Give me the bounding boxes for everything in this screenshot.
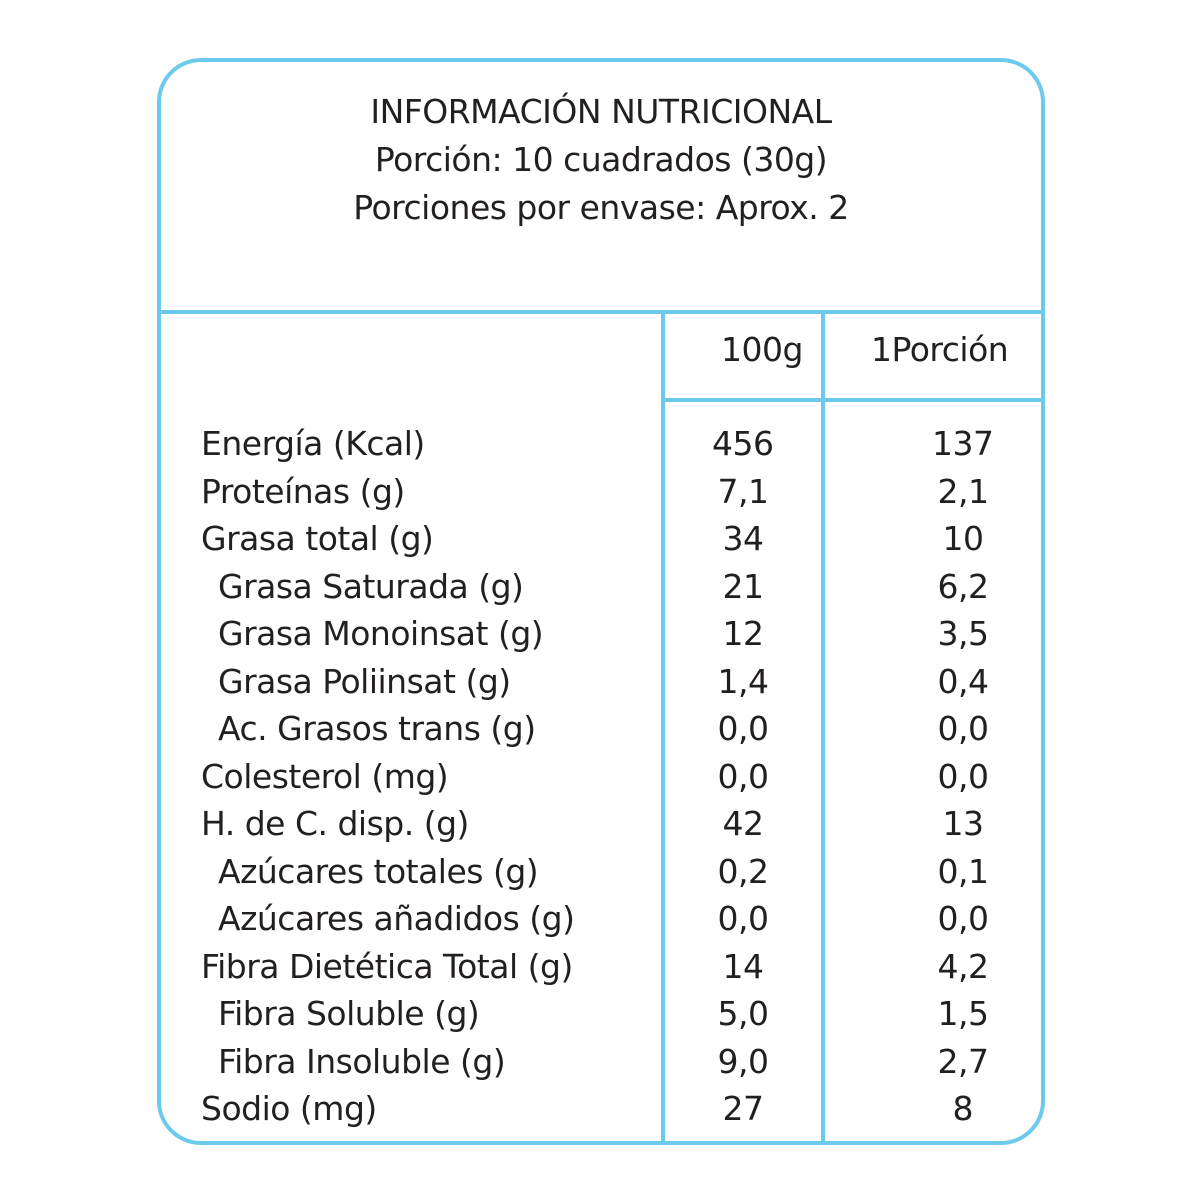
value-portion: 2,1 [937,471,989,511]
nutrient-label: Grasa Poliinsat (g) [218,661,511,701]
header-divider [161,310,1041,314]
value-portion: 13 [942,804,985,843]
value-100g: 5,0 [717,994,769,1033]
value-portion: 0,0 [937,756,989,796]
nutrient-label: H. de C. disp. (g) [201,804,469,843]
value-portion: 4,2 [937,946,989,986]
nutrition-title: INFORMACIÓN NUTRICIONAL [370,92,832,131]
nutrient-label: Fibra Insoluble (g) [218,1041,506,1081]
value-portion: 10 [942,519,985,558]
value-100g: 14 [722,946,765,986]
value-100g: 1,4 [717,661,769,701]
column-header-divider [661,398,1041,402]
column-header-100g: 100g [721,330,803,369]
value-portion: 0,0 [937,899,989,938]
value-100g: 0,0 [717,899,769,938]
nutrient-label: Proteínas (g) [201,471,405,511]
nutrient-label: Ac. Grasos trans (g) [218,709,536,748]
value-100g: 9,0 [717,1041,769,1081]
value-100g: 42 [722,804,765,843]
value-100g: 0,0 [717,709,769,748]
value-portion: 8 [952,1089,974,1128]
value-100g: 456 [712,424,774,463]
value-portion: 0,4 [937,661,989,701]
nutrition-facts-panel: INFORMACIÓN NUTRICIONAL Porción: 10 cuad… [157,58,1045,1145]
nutrient-label: Azúcares totales (g) [218,851,539,891]
column-divider-left [661,314,665,1141]
value-100g: 0,0 [717,756,769,796]
value-portion: 0,1 [937,851,989,891]
value-portion: 0,0 [937,709,989,748]
nutrient-label: Sodio (mg) [201,1089,377,1128]
value-100g: 27 [722,1089,765,1128]
servings-per-container: Porciones por envase: Aprox. 2 [353,188,849,227]
value-100g: 12 [722,614,765,653]
value-portion: 2,7 [937,1041,989,1081]
nutrient-label: Energía (Kcal) [201,424,425,463]
value-100g: 0,2 [717,851,769,891]
column-divider-right [821,314,825,1141]
nutrient-label: Azúcares añadidos (g) [218,899,575,938]
serving-size: Porción: 10 cuadrados (30g) [374,140,828,179]
nutrient-label: Grasa total (g) [201,519,434,558]
column-header-portion: 1Porción [871,330,1009,369]
value-100g: 21 [722,566,765,606]
nutrient-label: Grasa Saturada (g) [218,566,524,606]
value-portion: 6,2 [937,566,989,606]
nutrient-label: Colesterol (mg) [201,756,449,796]
nutrient-label: Fibra Dietética Total (g) [201,946,573,986]
value-100g: 7,1 [717,471,769,511]
nutrient-label: Fibra Soluble (g) [218,994,480,1033]
value-portion: 1,5 [937,994,989,1033]
value-portion: 3,5 [937,614,989,653]
value-portion: 137 [932,424,994,463]
nutrient-label: Grasa Monoinsat (g) [218,614,544,653]
value-100g: 34 [722,519,765,558]
